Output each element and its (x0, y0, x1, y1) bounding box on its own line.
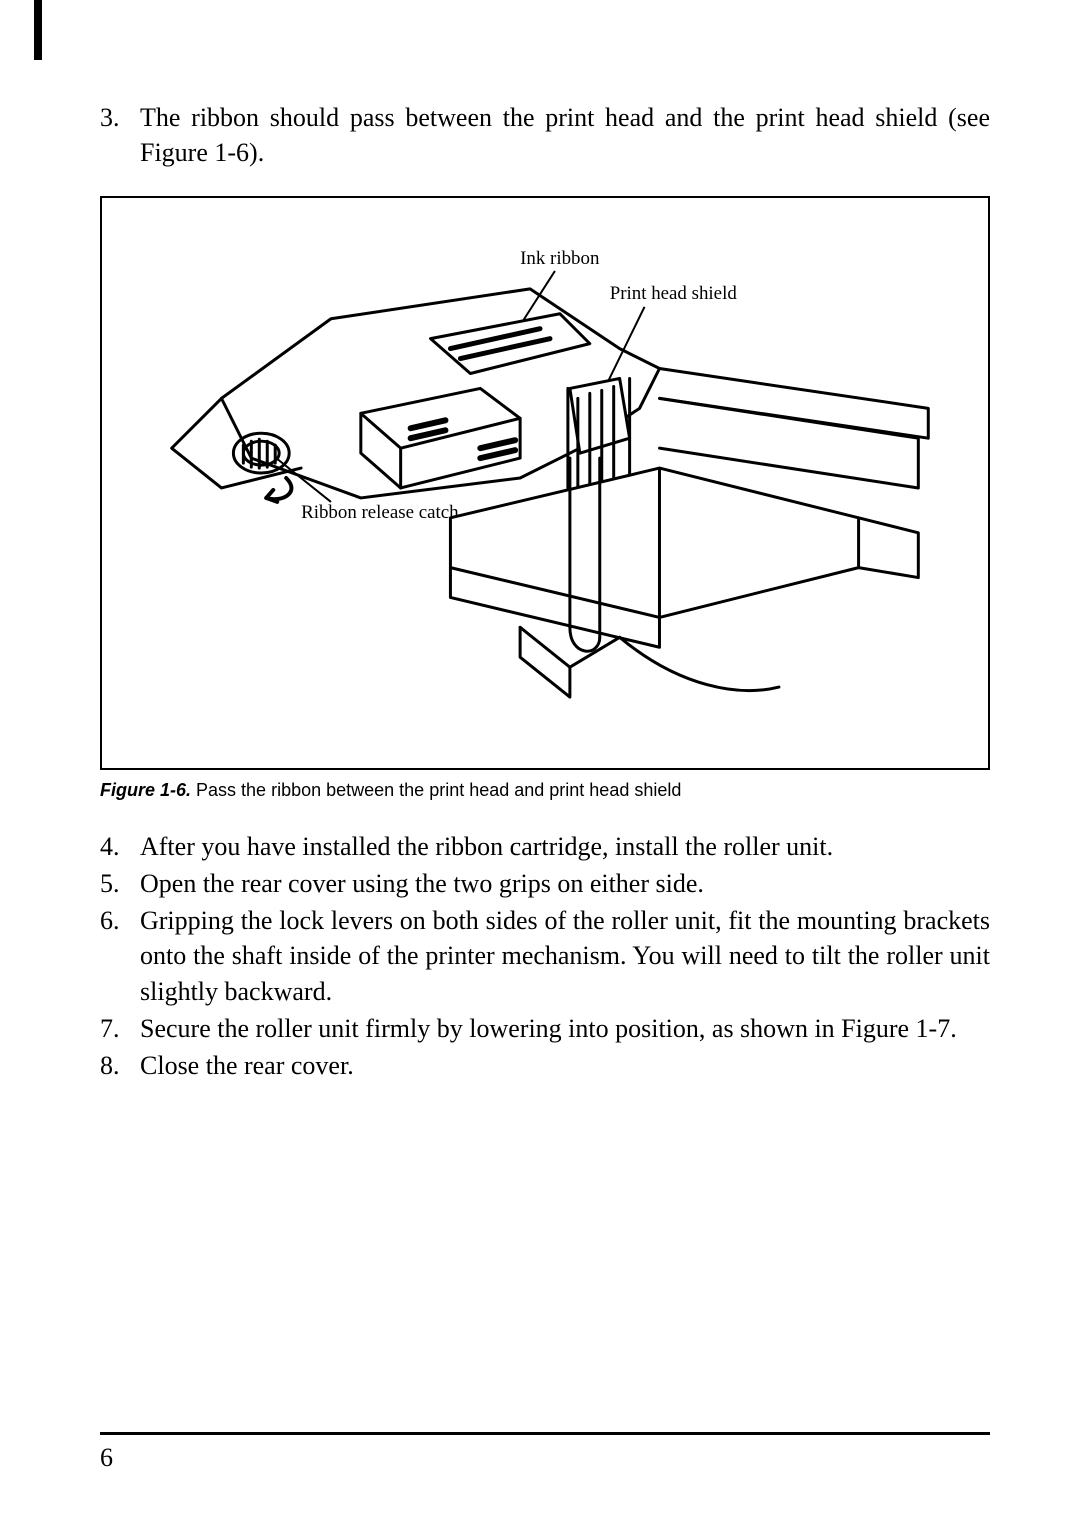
label-print-head-shield: Print head shield (610, 283, 738, 304)
instruction-list-bottom: 4. After you have installed the ribbon c… (100, 829, 990, 1083)
step-3: 3. The ribbon should pass between the pr… (100, 100, 990, 170)
figure-svg: Ink ribbon Print head shield Ribbon rele… (102, 198, 988, 768)
page: 3. The ribbon should pass between the pr… (0, 0, 1080, 1523)
caption-text: Pass the ribbon between the print head a… (191, 780, 681, 800)
instruction-list-top: 3. The ribbon should pass between the pr… (100, 100, 990, 170)
page-number: 6 (100, 1443, 113, 1473)
step-text: The ribbon should pass between the print… (140, 100, 990, 170)
caption-lead: Figure 1-6. (100, 780, 191, 800)
step-number: 8. (100, 1048, 140, 1083)
step-text: Gripping the lock levers on both sides o… (140, 903, 990, 1008)
step-text: Open the rear cover using the two grips … (140, 866, 990, 901)
step-number: 5. (100, 866, 140, 901)
scan-artifact (34, 0, 42, 60)
step-6: 6. Gripping the lock levers on both side… (100, 903, 990, 1008)
step-number: 3. (100, 100, 140, 170)
step-5: 5. Open the rear cover using the two gri… (100, 866, 990, 901)
label-ink-ribbon: Ink ribbon (520, 248, 600, 269)
step-text: Secure the roller unit firmly by lowerin… (140, 1011, 990, 1046)
footer-rule (100, 1432, 990, 1435)
figure-caption: Figure 1-6. Pass the ribbon between the … (100, 780, 990, 801)
figure-1-6: Ink ribbon Print head shield Ribbon rele… (100, 196, 990, 770)
step-number: 4. (100, 829, 140, 864)
step-number: 7. (100, 1011, 140, 1046)
step-4: 4. After you have installed the ribbon c… (100, 829, 990, 864)
step-8: 8. Close the rear cover. (100, 1048, 990, 1083)
step-number: 6. (100, 903, 140, 1008)
step-text: After you have installed the ribbon cart… (140, 829, 990, 864)
printer-diagram (172, 289, 929, 697)
label-ribbon-release-catch: Ribbon release catch (301, 502, 459, 523)
step-text: Close the rear cover. (140, 1048, 990, 1083)
step-7: 7. Secure the roller unit firmly by lowe… (100, 1011, 990, 1046)
